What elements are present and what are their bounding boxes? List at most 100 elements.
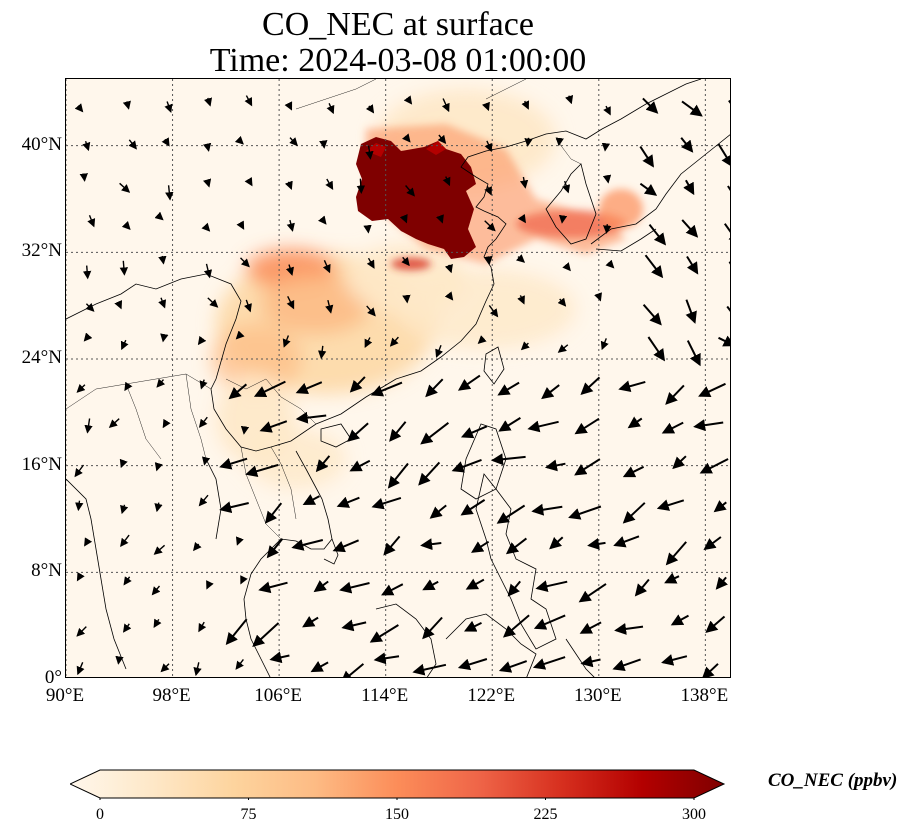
map-panel (65, 78, 731, 678)
wind-arrow (639, 146, 654, 168)
wind-arrow (318, 215, 327, 225)
wind-arrow (234, 135, 244, 145)
wind-arrow (672, 455, 687, 470)
wind-arrow (728, 99, 730, 104)
wind-arrow (444, 263, 453, 274)
lat-tick-label: 32°N (21, 240, 62, 262)
wind-arrow (562, 180, 571, 194)
wind-arrow (498, 417, 521, 432)
wind-arrow (612, 658, 641, 672)
wind-arrow (108, 418, 120, 429)
wind-arrow (162, 418, 171, 429)
wind-arrow (245, 463, 279, 478)
wind-arrow (74, 464, 85, 478)
wind-arrow (699, 458, 729, 474)
wind-arrow (701, 663, 719, 677)
wind-arrow (484, 185, 492, 196)
wind-arrow (401, 256, 410, 267)
colorbar-tick-label: 75 (240, 806, 257, 823)
wind-arrow (713, 500, 727, 513)
wind-arrow (286, 219, 295, 232)
lat-tick-label: 24°N (21, 347, 62, 368)
wind-arrow (373, 652, 400, 665)
wind-arrow (580, 655, 601, 668)
wind-arrow (349, 376, 366, 393)
wind-arrow (521, 100, 530, 110)
wind-arrow (429, 504, 447, 519)
wind-arrow (87, 215, 96, 228)
wind-arrow (151, 585, 161, 596)
wind-arrow (310, 661, 329, 673)
wind-arrow (723, 223, 730, 246)
wind-arrow (639, 182, 658, 196)
colorbar-tick-label: 300 (682, 806, 706, 823)
wind-arrow (339, 581, 370, 594)
wind-arrow (244, 95, 253, 107)
wind-arrow (161, 137, 170, 147)
wind-arrow (289, 137, 298, 147)
wind-arrow (364, 337, 373, 349)
wind-arrow (464, 620, 482, 632)
lat-tick-label: 40°N (21, 133, 62, 155)
wind-arrow (412, 663, 447, 676)
wind-arrow (389, 336, 399, 347)
wind-arrow (442, 176, 451, 187)
wind-arrow (622, 465, 645, 478)
wind-arrow (128, 139, 137, 150)
colorbar-tick-label: 225 (533, 806, 558, 823)
wind-arrow (123, 576, 132, 586)
wind-arrow (531, 503, 563, 516)
wind-arrow (496, 504, 526, 524)
wind-arrow (266, 538, 284, 559)
wind-arrow (119, 458, 128, 469)
wind-arrow (74, 103, 84, 113)
wind-arrow (484, 220, 496, 232)
wind-arrow (728, 261, 730, 265)
wind-arrow (600, 338, 609, 351)
wind-arrow (302, 615, 319, 628)
wind-arrow (269, 651, 290, 664)
wind-arrow (76, 572, 85, 582)
wind-arrow (153, 618, 162, 629)
wind-arrow (228, 383, 248, 400)
lon-tick-label: 114°E (361, 685, 409, 706)
lon-tick-label: 106°E (254, 685, 302, 706)
wind-arrow (75, 500, 84, 512)
wind-arrow (84, 537, 93, 547)
wind-arrow (389, 421, 407, 442)
wind-arrow (703, 536, 722, 551)
lon-tick-label: 130°E (573, 685, 622, 706)
wind-arrow (366, 257, 375, 269)
wind-arrow (693, 419, 724, 432)
wind-arrow (319, 140, 328, 149)
wind-arrow (435, 345, 444, 358)
wind-arrow (681, 219, 699, 238)
wind-arrow (418, 461, 441, 486)
wind-arrow (422, 579, 439, 591)
wind-arrow (603, 224, 612, 234)
wind-arrow (198, 494, 209, 507)
wind-arrow (664, 572, 680, 584)
wind-arrow (244, 177, 253, 187)
wind-arrow (122, 623, 132, 633)
wind-arrow (264, 502, 283, 524)
wind-arrow (315, 455, 331, 473)
map-canvas (66, 79, 730, 677)
wind-arrow (698, 382, 726, 397)
wind-arrow (665, 541, 687, 566)
wind-arrow (622, 502, 646, 524)
wind-arrow (451, 458, 482, 473)
colorbar-tick-label: 0 (96, 806, 104, 823)
wind-arrow (465, 578, 485, 590)
wind-arrow (505, 537, 528, 555)
wind-arrow (420, 538, 442, 551)
wind-arrow (532, 656, 566, 670)
wind-arrow (680, 137, 694, 153)
wind-arrow (160, 333, 169, 343)
wind-arrow (366, 305, 376, 317)
coastlines (66, 79, 730, 677)
wind-arrow (580, 376, 601, 395)
wind-arrow (201, 456, 211, 466)
wind-arrow (437, 134, 447, 144)
wind-arrow (517, 213, 526, 224)
